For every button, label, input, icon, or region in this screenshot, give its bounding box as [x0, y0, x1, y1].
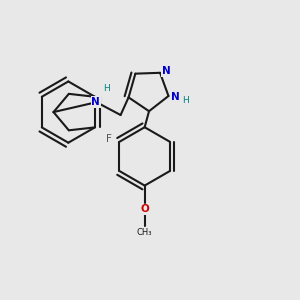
Text: N: N: [161, 66, 170, 76]
Text: O: O: [140, 205, 149, 214]
Text: F: F: [106, 134, 112, 144]
Text: H: H: [182, 96, 189, 105]
Text: CH₃: CH₃: [137, 228, 152, 237]
Text: N: N: [92, 97, 100, 107]
Text: H: H: [103, 84, 110, 93]
Text: N: N: [171, 92, 180, 103]
